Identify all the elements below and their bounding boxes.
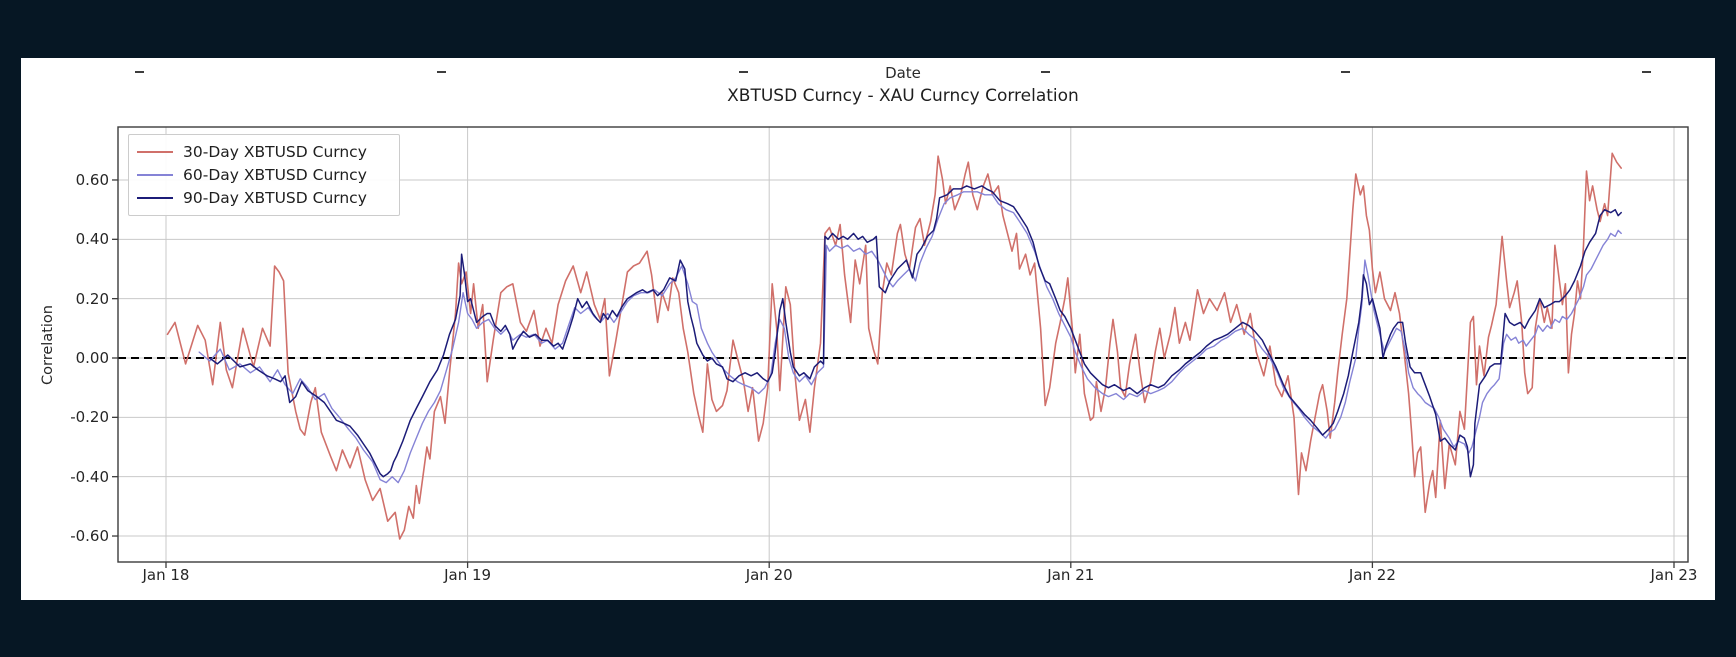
x-tick-label: Jan 20	[745, 566, 793, 584]
y-tick-label: -0.40	[70, 467, 109, 486]
legend-item-30-day: 30-Day XBTUSD Curncy	[137, 140, 391, 163]
legend-label-60-day: 60-Day XBTUSD Curncy	[183, 165, 367, 184]
x-tick-label: Jan 22	[1348, 566, 1396, 584]
series-line-60-day	[198, 191, 1622, 484]
top-axis-tick	[1341, 71, 1350, 73]
legend-swatch-60-day	[137, 173, 173, 176]
legend-swatch-90-day	[137, 196, 173, 199]
top-axis-tick	[1041, 71, 1050, 73]
y-tick-label: -0.20	[70, 408, 109, 427]
legend-label-30-day: 30-Day XBTUSD Curncy	[183, 142, 367, 161]
legend-swatch-30-day	[137, 150, 173, 153]
series-line-90-day	[208, 185, 1622, 478]
top-axis-date-label: Date	[885, 64, 921, 82]
chart-figure: Date XBTUSD Curncy - XAU Curncy Correlat…	[21, 58, 1715, 600]
x-tick-label: Jan 21	[1047, 566, 1095, 584]
chart-title: XBTUSD Curncy - XAU Curncy Correlation	[727, 86, 1079, 106]
plot-canvas	[112, 126, 1689, 568]
legend-box: 30-Day XBTUSD Curncy 60-Day XBTUSD Curnc…	[128, 134, 400, 216]
plot-frame	[117, 126, 1689, 563]
top-axis-tick	[739, 71, 748, 73]
y-tick-label: 0.40	[75, 230, 109, 249]
y-tick-label: 0.20	[75, 289, 109, 308]
legend-item-60-day: 60-Day XBTUSD Curncy	[137, 163, 391, 186]
y-tick-label: 0.60	[75, 170, 109, 189]
y-tick-label: 0.00	[75, 349, 109, 367]
x-tick-label: Jan 23	[1650, 566, 1698, 584]
top-axis-tick	[437, 71, 446, 73]
top-axis-tick	[135, 71, 144, 73]
top-axis-tick	[1642, 71, 1651, 73]
y-tick-label: -0.60	[70, 527, 109, 546]
series-line-30-day	[166, 152, 1622, 540]
x-tick-label: Jan 18	[142, 566, 190, 584]
legend-label-90-day: 90-Day XBTUSD Curncy	[183, 188, 367, 207]
legend-item-90-day: 90-Day XBTUSD Curncy	[137, 186, 391, 209]
x-tick-label: Jan 19	[444, 566, 492, 584]
